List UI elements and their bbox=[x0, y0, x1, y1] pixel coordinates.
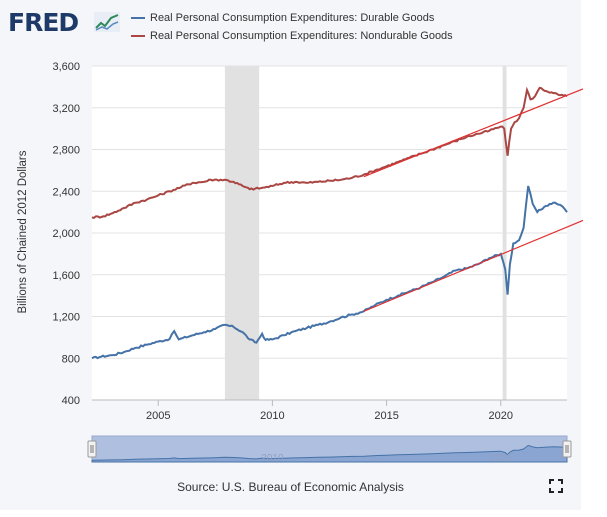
legend-swatch-durable bbox=[131, 17, 145, 20]
navigator-handle-left[interactable] bbox=[87, 440, 97, 458]
recession-band bbox=[224, 66, 260, 400]
legend-label-nondurable: Real Personal Consumption Expenditures: … bbox=[150, 30, 453, 42]
y-tick-label: 2,800 bbox=[52, 145, 80, 157]
legend-item-nondurable[interactable]: Real Personal Consumption Expenditures: … bbox=[131, 30, 453, 42]
y-tick-label: 1,600 bbox=[52, 270, 80, 282]
legend-label-durable: Real Personal Consumption Expenditures: … bbox=[150, 12, 435, 24]
y-tick-label: 2,400 bbox=[52, 186, 80, 198]
durable-trendline bbox=[363, 219, 584, 312]
x-tick-label: 2005 bbox=[146, 410, 170, 422]
nondurable-trendline bbox=[363, 88, 584, 178]
y-tick-label: 3,600 bbox=[52, 61, 80, 73]
series-line-nondurable bbox=[91, 86, 568, 220]
x-tick-label: 2010 bbox=[260, 410, 284, 422]
navigator-tick-label: 2010 bbox=[261, 453, 284, 464]
y-tick-label: 2,000 bbox=[52, 228, 80, 240]
x-tick-label: 2020 bbox=[489, 410, 513, 422]
y-tick-label: 800 bbox=[62, 353, 80, 365]
legend-item-durable[interactable]: Real Personal Consumption Expenditures: … bbox=[131, 12, 434, 24]
recession-band bbox=[502, 66, 507, 400]
y-axis-label: Billions of Chained 2012 Dollars bbox=[17, 150, 29, 313]
legend-swatch-nondurable bbox=[131, 35, 145, 38]
source-text: Source: U.S. Bureau of Economic Analysis bbox=[177, 480, 404, 494]
navigator-series-area bbox=[91, 444, 568, 463]
series-line-durable bbox=[91, 185, 568, 360]
fred-logo[interactable]: FRED bbox=[8, 8, 79, 37]
fred-line-graph-icon bbox=[94, 12, 120, 32]
y-tick-label: 3,200 bbox=[52, 103, 80, 115]
x-tick-label: 2015 bbox=[374, 410, 398, 422]
navigator-tick-label: 2020 bbox=[490, 453, 513, 464]
y-tick-label: 400 bbox=[62, 395, 80, 407]
fullscreen-expand-icon[interactable] bbox=[549, 479, 563, 493]
y-tick-label: 1,200 bbox=[52, 312, 80, 324]
navigator-handle-right[interactable] bbox=[562, 440, 572, 458]
